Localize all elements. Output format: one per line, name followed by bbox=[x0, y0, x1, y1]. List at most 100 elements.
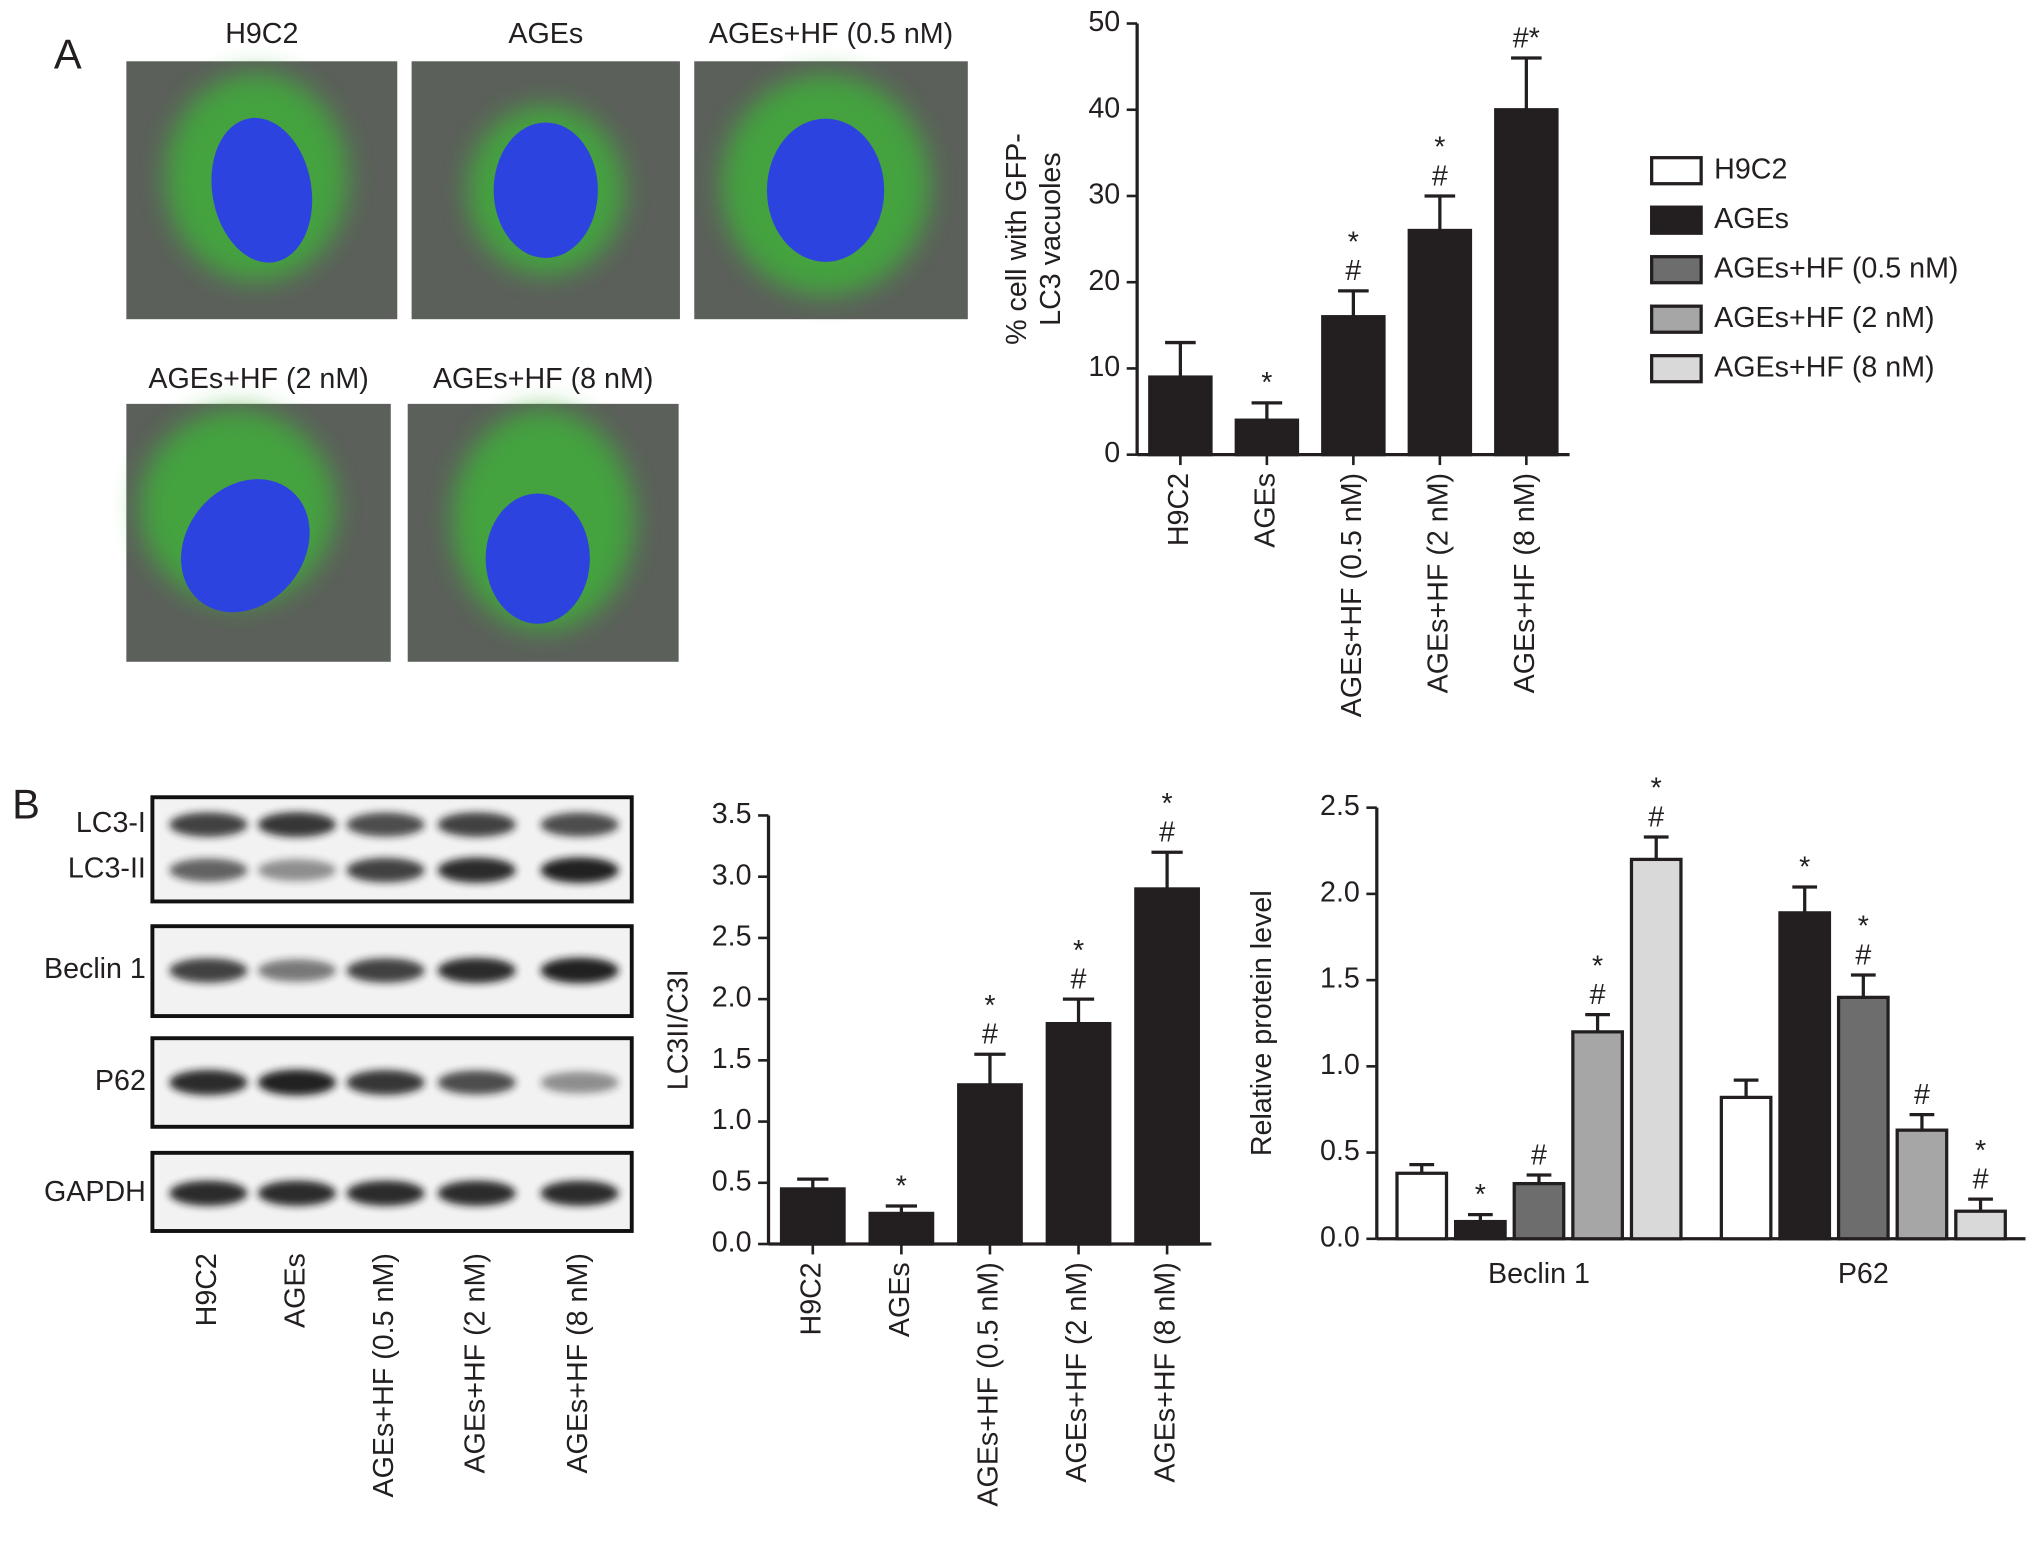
micrograph: AGEs+HF (8 nM) bbox=[407, 363, 679, 662]
x-tick-label: AGEs bbox=[1249, 473, 1281, 548]
significance-mark: * bbox=[1475, 1179, 1486, 1211]
significance-mark: # bbox=[1855, 939, 1871, 971]
significance-mark: * bbox=[1975, 1135, 1986, 1167]
legend-swatch bbox=[1650, 255, 1703, 285]
blot-lane-label: AGEs+HF (0.5 nM) bbox=[368, 1253, 400, 1497]
blot-band bbox=[169, 958, 248, 983]
bar bbox=[1134, 887, 1200, 1246]
blot-band bbox=[169, 1180, 248, 1206]
legend-label: H9C2 bbox=[1714, 153, 1787, 185]
significance-mark: * bbox=[1799, 851, 1810, 883]
x-tick-label: AGEs+HF (8 nM) bbox=[1509, 473, 1541, 693]
panel-label: B bbox=[12, 781, 40, 828]
x-tick-label: H9C2 bbox=[795, 1262, 827, 1335]
y-tick-label: 2.5 bbox=[1320, 790, 1360, 822]
significance-mark: # bbox=[1345, 255, 1361, 287]
blot-row-label: LC3-I bbox=[76, 807, 146, 839]
bar bbox=[1045, 1021, 1112, 1246]
western-blot: LC3-I LC3-II Beclin 1 P62 GAPDH H9C2 AGEs AGEs+… bbox=[44, 795, 634, 1497]
micrograph-label: AGEs+HF (0.5 nM) bbox=[709, 18, 953, 50]
legend-label: AGEs bbox=[1714, 203, 1789, 235]
bar bbox=[1395, 1171, 1449, 1241]
micrograph-label: AGEs+HF (8 nM) bbox=[433, 363, 653, 395]
significance-mark: * bbox=[896, 1170, 907, 1202]
chart: 0.0 0.5 1.0 1.5 2.0 2.5 3.0 3.5 LC3II/C3I H9C2 * AG… bbox=[663, 788, 1212, 1507]
significance-mark: * bbox=[1434, 132, 1445, 164]
blot-band bbox=[346, 812, 425, 837]
y-axis-label: LC3 vacuoles bbox=[1035, 152, 1067, 326]
micrograph-label: H9C2 bbox=[225, 18, 298, 50]
y-axis-label: % cell with GFP- bbox=[1001, 133, 1033, 345]
significance-mark: # bbox=[1914, 1079, 1930, 1111]
y-tick-label: 0.5 bbox=[1320, 1135, 1360, 1167]
blot-lane-label: AGEs bbox=[280, 1253, 312, 1328]
significance-mark: # bbox=[1648, 801, 1664, 833]
micrograph: AGEs+HF (0.5 nM) bbox=[694, 18, 968, 320]
blot-lane-label: H9C2 bbox=[191, 1253, 223, 1326]
blot-row-label: P62 bbox=[95, 1065, 146, 1097]
blot-band bbox=[540, 957, 619, 984]
y-axis-label: Relative protein level bbox=[1246, 890, 1278, 1156]
bar bbox=[1494, 108, 1559, 457]
y-tick-label: 0.0 bbox=[712, 1227, 752, 1259]
y-tick-label: 2.5 bbox=[712, 920, 752, 952]
blot-band bbox=[437, 957, 516, 984]
y-tick-label: 0.5 bbox=[712, 1165, 752, 1197]
significance-mark: * bbox=[1348, 226, 1359, 258]
blot-band bbox=[346, 1070, 425, 1095]
bar bbox=[957, 1083, 1023, 1246]
blot-band bbox=[437, 1070, 516, 1095]
blot-band bbox=[257, 859, 337, 882]
x-tick-label: AGEs+HF (0.5 nM) bbox=[1336, 473, 1368, 717]
bar bbox=[1954, 1209, 2007, 1241]
blot-band bbox=[346, 958, 425, 983]
y-tick-label: 2.0 bbox=[712, 982, 752, 1014]
x-tick-label: AGEs+HF (2 nM) bbox=[1422, 473, 1454, 693]
y-tick-label: 0 bbox=[1104, 437, 1120, 469]
bar bbox=[779, 1187, 846, 1246]
significance-mark: # bbox=[1531, 1139, 1547, 1171]
blot-band bbox=[346, 1180, 425, 1206]
bar bbox=[1778, 911, 1832, 1241]
nucleus bbox=[493, 122, 598, 258]
significance-mark: # bbox=[1432, 160, 1448, 192]
x-tick-label: AGEs+HF (2 nM) bbox=[1061, 1262, 1093, 1482]
x-tick-label: Beclin 1 bbox=[1488, 1258, 1590, 1290]
significance-mark: * bbox=[1651, 773, 1662, 805]
significance-mark: * bbox=[984, 990, 995, 1022]
bar bbox=[1836, 995, 1890, 1241]
y-tick-label: 20 bbox=[1088, 265, 1120, 297]
nucleus bbox=[485, 493, 590, 624]
blot-row-label: LC3-II bbox=[68, 853, 146, 885]
micrographs: H9C2 AGEs AGEs+HF (0.5 nM) AGEs+HF (2 nM) AG… bbox=[126, 18, 968, 662]
blot-lane-label: AGEs+HF (2 nM) bbox=[459, 1253, 491, 1473]
significance-mark: # bbox=[1159, 817, 1175, 849]
y-tick-label: 1.5 bbox=[1320, 963, 1360, 995]
chart: 0 10 20 30 40 50 % cell with GFP- LC3 vacuoles H… bbox=[1001, 6, 1570, 717]
significance-mark: # bbox=[1973, 1163, 1989, 1195]
micrograph: AGEs+HF (2 nM) bbox=[126, 363, 391, 662]
y-tick-label: 30 bbox=[1088, 179, 1120, 211]
y-tick-label: 3.0 bbox=[712, 859, 752, 891]
nucleus bbox=[211, 117, 313, 263]
nucleus bbox=[181, 479, 310, 613]
micrograph: AGEs bbox=[411, 18, 680, 320]
significance-mark: # bbox=[1590, 979, 1606, 1011]
y-tick-label: 10 bbox=[1088, 351, 1120, 383]
x-tick-label: H9C2 bbox=[1163, 473, 1195, 546]
blot-band bbox=[540, 1071, 619, 1094]
legend-swatch bbox=[1650, 354, 1703, 384]
significance-mark: * bbox=[1858, 911, 1869, 943]
x-tick-label: AGEs+HF (0.5 nM) bbox=[973, 1262, 1005, 1506]
significance-mark: * bbox=[1073, 935, 1084, 967]
bar bbox=[1571, 1030, 1624, 1241]
blot-band bbox=[540, 812, 619, 837]
y-tick-label: 3.5 bbox=[712, 798, 752, 830]
legend-label: AGEs+HF (8 nM) bbox=[1714, 351, 1934, 383]
y-tick-label: 40 bbox=[1088, 92, 1120, 124]
blot-band bbox=[540, 857, 619, 884]
blot-row-label: GAPDH bbox=[44, 1176, 146, 1208]
bar bbox=[1148, 375, 1213, 457]
significance-mark: * bbox=[1592, 950, 1603, 982]
charts: 0 10 20 30 40 50 % cell with GFP- LC3 vacuoles H… bbox=[663, 6, 2026, 1507]
